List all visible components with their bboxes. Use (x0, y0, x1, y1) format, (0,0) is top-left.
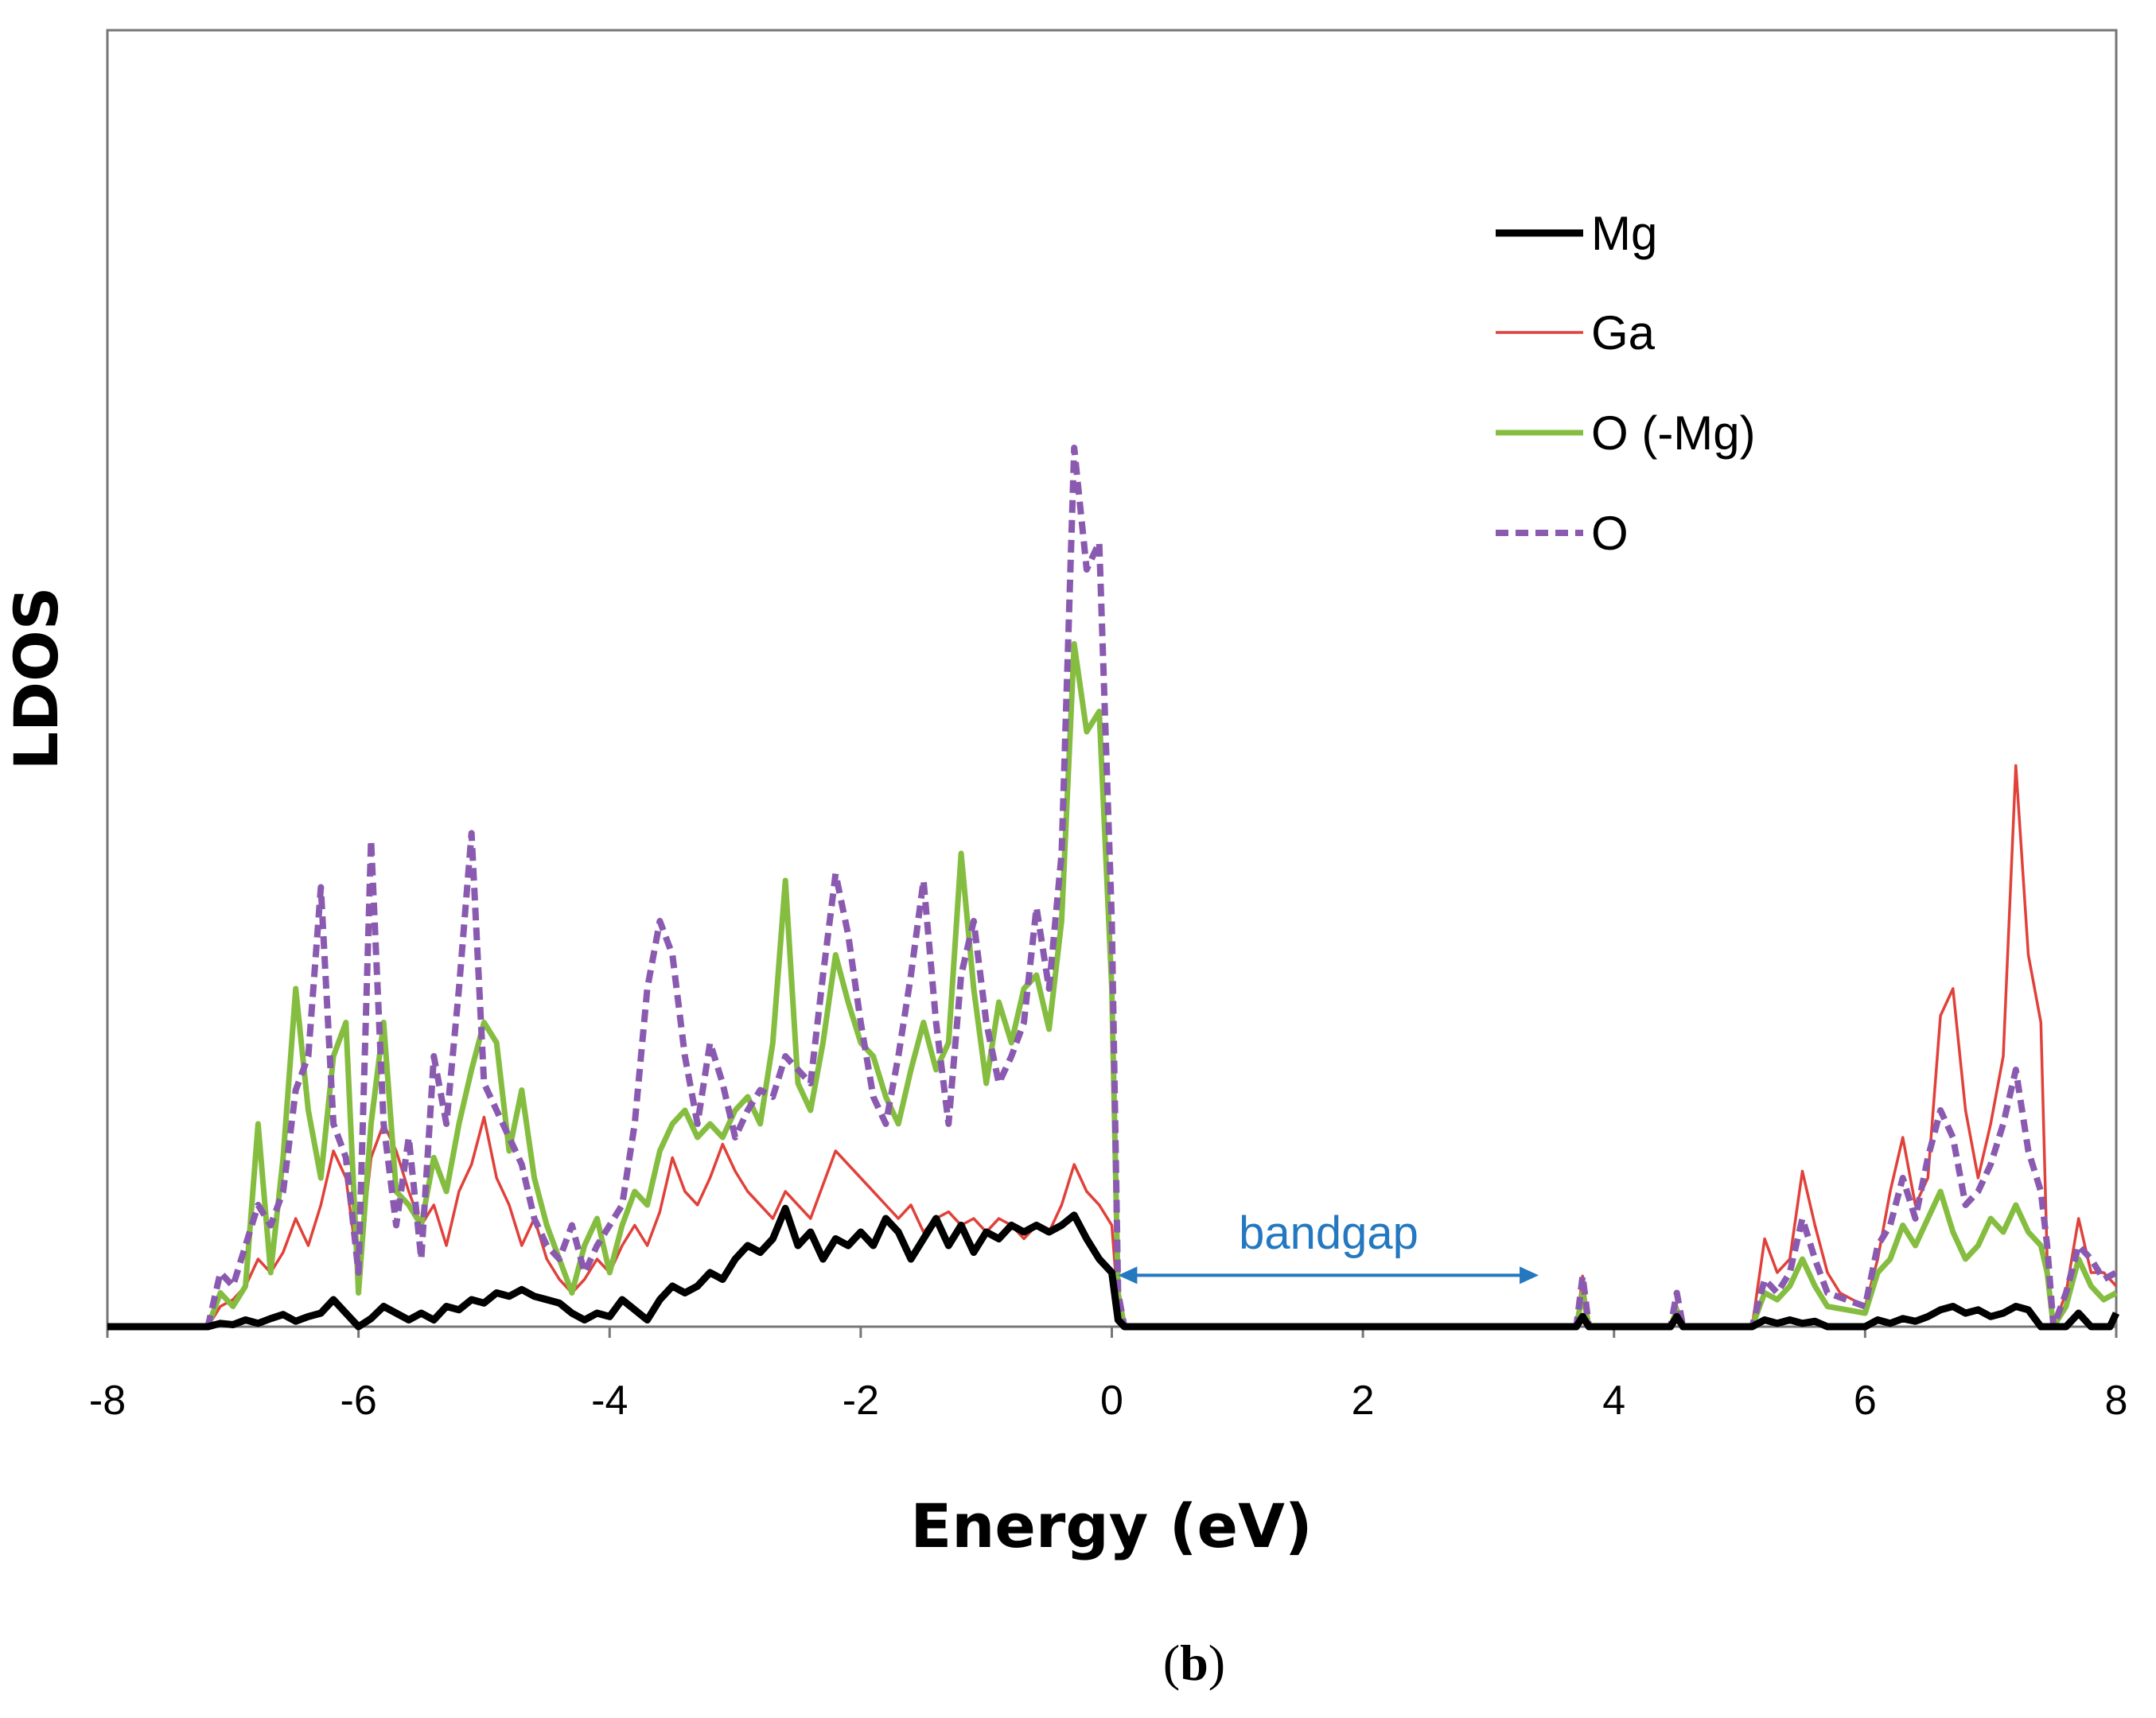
series-lines (107, 445, 2120, 1331)
caption-letter: b (1180, 1634, 1208, 1691)
x-tick-label: -2 (843, 1378, 879, 1424)
legend: Mg Ga O (-Mg) O (1496, 207, 1756, 560)
series-line-o (107, 445, 2118, 1330)
legend-label-ga: Ga (1591, 306, 1656, 360)
y-axis-title: LDOS (1, 587, 72, 771)
legend-label-o-mg: O (-Mg) (1591, 406, 1756, 460)
x-tick-label: -8 (89, 1378, 126, 1424)
x-axis-ticks: -8 -6 -4 -2 0 2 4 6 8 (89, 1327, 2128, 1424)
figure-caption: (b) (1163, 1634, 1225, 1691)
x-tick-label: -4 (591, 1378, 628, 1424)
x-axis-title: Energy (eV) (910, 1491, 1312, 1561)
x-tick-label: -6 (341, 1378, 377, 1424)
legend-label-o: O (1591, 507, 1629, 560)
x-tick-label: 0 (1100, 1378, 1123, 1424)
x-tick-label: 6 (1854, 1378, 1877, 1424)
bandgap-arrow-left-head (1118, 1266, 1138, 1285)
bandgap-arrow-right-head (1520, 1266, 1539, 1285)
x-tick-label: 8 (2105, 1378, 2128, 1424)
legend-label-mg: Mg (1591, 207, 1657, 260)
x-tick-label: 2 (1352, 1378, 1375, 1424)
series-line-o-mg (107, 641, 2118, 1330)
series-line-ga (107, 764, 2118, 1328)
caption-open-paren: ( (1163, 1634, 1180, 1691)
bandgap-label: bandgap (1239, 1207, 1419, 1259)
caption-close-paren: ) (1208, 1634, 1225, 1691)
x-tick-label: 4 (1602, 1378, 1625, 1424)
series-line-mg (107, 1204, 2120, 1331)
bandgap-annotation: bandgap (1118, 1207, 1539, 1285)
